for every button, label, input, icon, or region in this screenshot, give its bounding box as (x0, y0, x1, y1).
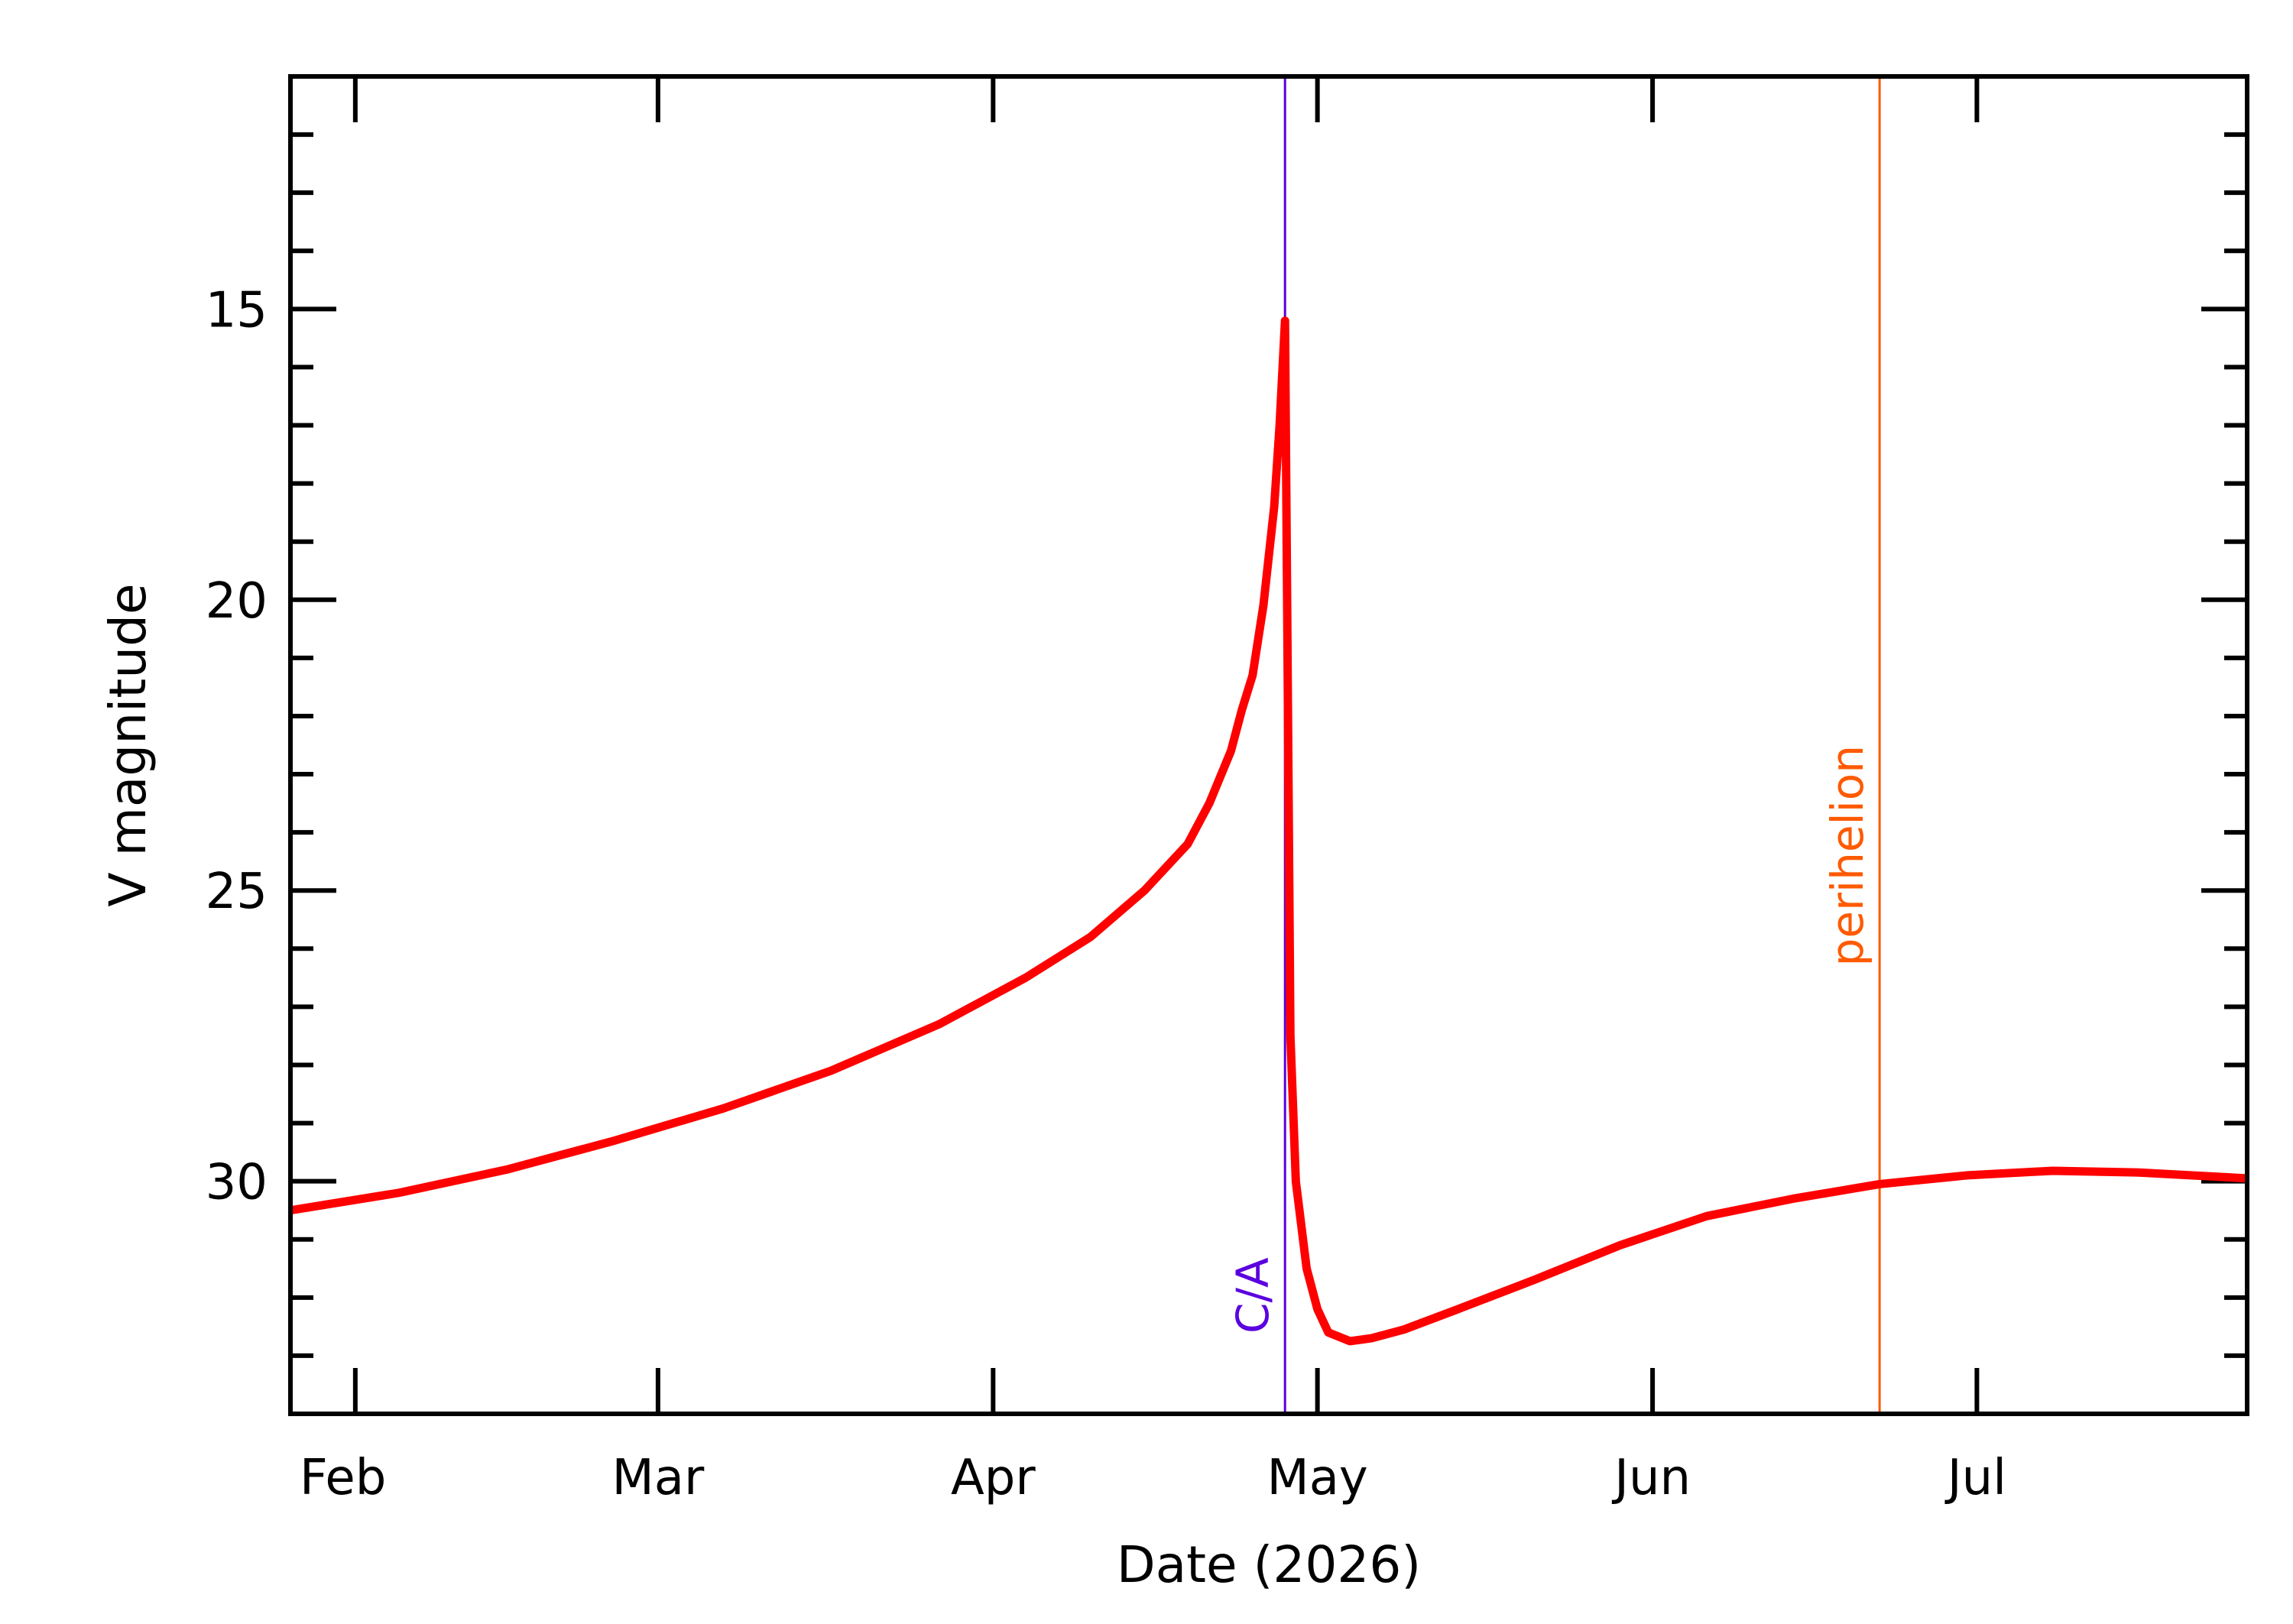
y-tick-label: 20 (206, 573, 268, 630)
x-tick-label: Jun (1611, 1450, 1691, 1506)
x-tick-label: Feb (300, 1450, 386, 1506)
x-axis-label: Date (2026) (1117, 1535, 1421, 1594)
x-tick-label: Mar (612, 1450, 705, 1506)
x-tick-label: Jul (1944, 1450, 2006, 1506)
marker-label-perihelion: perihelion (1821, 745, 1873, 966)
x-tick-label: May (1267, 1450, 1367, 1506)
y-tick-label: 30 (206, 1155, 268, 1211)
y-tick-label: 25 (206, 864, 268, 920)
x-tick-label: Apr (951, 1450, 1036, 1506)
series-layer (290, 316, 2248, 1346)
y-tick-label: 15 (206, 282, 268, 339)
plot-frame (288, 74, 2249, 1416)
tick-labels: Feb Mar Apr May Jun Jul 15 20 25 30 (206, 282, 2006, 1506)
y-axis-label: V magnitude (99, 583, 157, 906)
marker-label-c-a: C/A (1227, 1257, 1279, 1334)
magnitude-series-line (290, 316, 2248, 1346)
